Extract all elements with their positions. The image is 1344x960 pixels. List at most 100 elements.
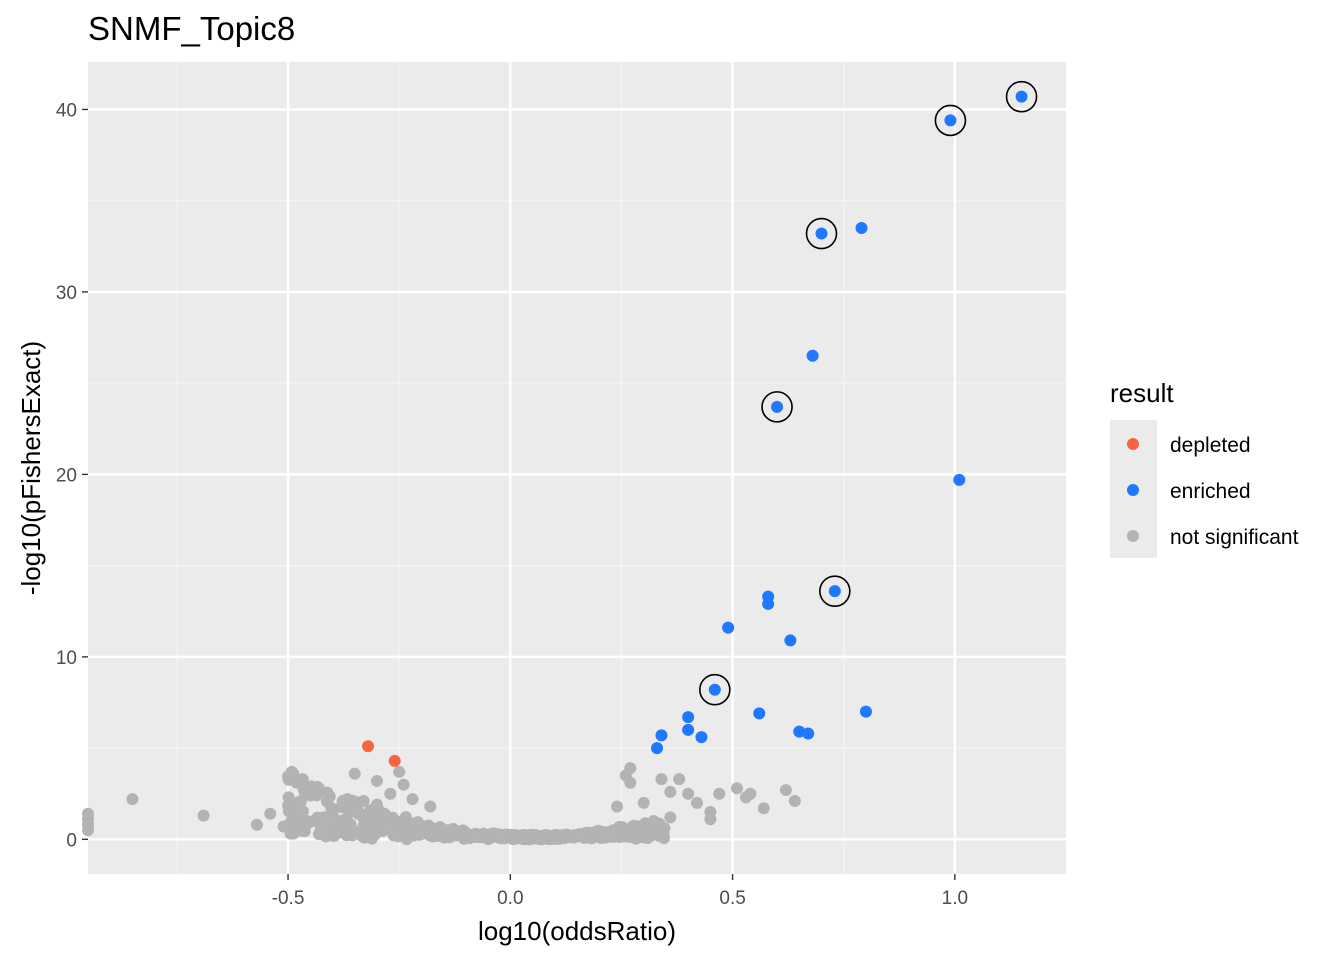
highlight-circles — [699, 80, 1038, 706]
not-significant-point — [530, 832, 543, 845]
not-significant-point — [682, 787, 695, 800]
legend-label: depleted — [1170, 434, 1251, 457]
not-significant-point — [312, 782, 325, 795]
not-significant-point — [82, 824, 94, 837]
highlight-circle — [819, 575, 851, 607]
not-significant-point — [704, 813, 717, 826]
depleted-point — [388, 754, 401, 767]
not-significant-point — [713, 787, 726, 800]
depleted-point — [362, 740, 375, 753]
y-tick-label: 0 — [66, 830, 77, 851]
not-significant-point — [292, 817, 305, 830]
enriched-point — [695, 731, 708, 744]
enriched-point — [651, 742, 664, 755]
legend-key-enriched — [1127, 484, 1139, 496]
not-significant-point — [595, 829, 608, 842]
enriched-point — [784, 634, 797, 647]
not-significant-point — [611, 800, 624, 813]
not-significant-point — [386, 811, 399, 824]
not-significant-point — [296, 805, 309, 818]
highlight-circle — [699, 673, 731, 706]
legend: result depleted enriched not significant — [1110, 378, 1299, 558]
enriched-point — [828, 585, 841, 598]
enriched-point — [815, 227, 828, 240]
not-significant-point — [450, 828, 463, 841]
y-tick-label: 30 — [56, 283, 77, 304]
enriched-point — [802, 727, 815, 740]
not-significant-point — [664, 785, 677, 798]
not-significant-point — [553, 832, 566, 845]
not-significant-point — [655, 773, 668, 786]
not-significant-point — [469, 828, 482, 841]
not-significant-point — [406, 793, 419, 806]
not-significant-point — [285, 765, 298, 778]
data-points — [82, 90, 1028, 837]
not-significant-point — [757, 802, 770, 815]
enriched-point — [953, 473, 966, 486]
y-axis-ticks: 0 10 20 30 40 — [56, 100, 88, 851]
not-significant-point — [577, 829, 590, 842]
plot-panel — [88, 62, 1066, 874]
x-tick-label: -0.5 — [272, 888, 305, 909]
x-tick-label: 0.5 — [719, 888, 745, 909]
not-significant-point — [623, 824, 636, 837]
enriched-point — [944, 114, 957, 127]
not-significant-point — [301, 815, 314, 828]
not-significant-point — [197, 809, 210, 822]
not-significant-point — [653, 826, 666, 839]
not-significant-point — [299, 780, 312, 793]
not-significant-point — [370, 774, 383, 787]
not-significant-point — [345, 824, 358, 837]
x-axis-ticks: -0.5 0.0 0.5 1.0 — [272, 874, 968, 909]
not-significant-point — [344, 805, 357, 818]
not-significant-point — [691, 796, 704, 809]
highlight-circle — [934, 104, 967, 137]
x-axis-title: log10(oddsRatio) — [478, 916, 676, 946]
not-significant-point — [604, 830, 617, 843]
not-significant-point — [348, 767, 361, 780]
not-significant-point — [744, 787, 757, 800]
legend-key-depleted — [1127, 438, 1139, 450]
enriched-point — [655, 729, 668, 742]
not-significant-point — [126, 793, 139, 806]
not-significant-point — [424, 800, 437, 813]
legend-label: enriched — [1170, 480, 1251, 503]
not-significant-point — [673, 773, 686, 786]
not-significant-point — [357, 795, 370, 808]
legend-key-not-significant — [1127, 530, 1139, 542]
not-significant-point — [492, 829, 505, 842]
not-significant-point — [664, 811, 677, 824]
minor-gridlines — [88, 62, 1066, 874]
not-significant-point — [264, 807, 277, 820]
chart-title: SNMF_Topic8 — [88, 10, 295, 47]
y-axis-title: -log10(pFishersExact) — [16, 341, 46, 595]
not-significant-point — [506, 830, 519, 843]
not-significant-point — [293, 795, 306, 808]
highlight-circle — [761, 391, 793, 423]
y-tick-label: 20 — [56, 465, 77, 486]
not-significant-point — [397, 778, 410, 791]
enriched-point — [806, 349, 819, 362]
enriched-point — [753, 707, 766, 720]
not-significant-point — [304, 789, 317, 802]
not-significant-point — [637, 796, 650, 809]
not-significant-point — [384, 787, 397, 800]
not-significant-point — [346, 794, 359, 807]
not-significant-point — [317, 811, 330, 824]
legend-label: not significant — [1170, 526, 1299, 549]
enriched-point — [722, 621, 735, 634]
enriched-point — [855, 222, 868, 235]
not-significant-point — [387, 829, 400, 842]
enriched-point — [762, 597, 775, 610]
not-significant-point — [402, 817, 415, 830]
enriched-point — [771, 400, 784, 413]
highlight-circle — [805, 217, 838, 250]
enriched-point — [859, 705, 872, 718]
enriched-point — [1015, 90, 1028, 103]
enriched-point — [682, 711, 695, 724]
not-significant-point — [277, 820, 290, 833]
not-significant-point — [321, 795, 334, 808]
not-significant-point — [645, 818, 658, 831]
not-significant-point — [624, 776, 637, 789]
